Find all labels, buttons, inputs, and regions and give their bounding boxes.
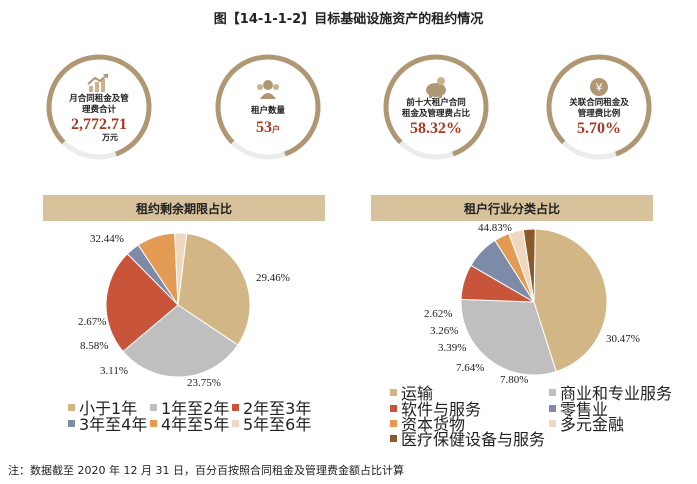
kpi-value: 2,772.71: [71, 115, 127, 133]
legend-label: 商业和专业服务: [560, 384, 673, 403]
pie1-slice-6: [522, 228, 536, 303]
legend-swatch: [68, 419, 75, 427]
kpi-related-share: ¥ 关联合同租金及 管理费比例 5.70%: [544, 52, 654, 162]
pie1-label-4: 3.39%: [438, 342, 467, 354]
legend-swatch: [150, 403, 157, 411]
kpi-ring-arc: [215, 54, 321, 157]
legend-swatch: [549, 419, 556, 427]
kpi-label-line: 管理费比例: [577, 109, 621, 119]
legend-item: 多元金融: [549, 411, 624, 435]
legend-swatch: [549, 404, 556, 412]
legend-swatch: [68, 403, 75, 411]
kpi-value: 58.32%: [410, 120, 462, 137]
lease-term-banner: 租约剩余期限占比: [43, 195, 325, 221]
footnote: 注：数据截至 2020 年 12 月 31 日，百分百按照合同租金及管理费金额占…: [8, 464, 404, 477]
kpi-unit: 万元: [102, 132, 118, 142]
industry-banner: 租户行业分类占比: [371, 195, 653, 221]
kpi-value: 53: [256, 118, 272, 136]
pie0-slice-2: [105, 253, 179, 353]
pie0-label-4: 8.58%: [80, 340, 109, 352]
legend-item: 医疗保健设备与服务: [390, 426, 545, 450]
legend-swatch: [390, 419, 397, 427]
legend-label: 小于1年: [79, 399, 138, 418]
kpi-tenant-count: 租户数量 53户: [213, 52, 323, 162]
kpi-value: 5.70%: [577, 120, 621, 137]
pie0-slice-1: [122, 304, 239, 378]
pie1-label-1: 30.47%: [606, 333, 640, 345]
kpi-label-line: 月合同租金及管: [69, 93, 129, 104]
legend-item: 3年至4年: [68, 411, 147, 435]
legend-item: 4年至5年: [150, 411, 229, 435]
legend-swatch: [232, 403, 239, 411]
legend-label: 2年至3年: [243, 399, 312, 418]
legend-item: 1年至2年: [150, 395, 229, 419]
piggy-bank-icon: [426, 77, 446, 98]
legend-item: 小于1年: [68, 395, 137, 419]
legend-label: 多元金融: [560, 415, 625, 434]
legend-swatch: [390, 434, 397, 442]
kpi-ring: [46, 54, 152, 160]
kpi-ring: [546, 54, 652, 160]
legend-label: 5年至6年: [243, 415, 312, 434]
kpi-ring: [383, 54, 489, 160]
legend-swatch: [390, 388, 397, 396]
page-title: 图【14-1-1-2】目标基础设施资产的租约情况: [213, 12, 484, 27]
kpi-label-line: 租户数量: [250, 105, 285, 116]
pie0-label-3: 3.11%: [100, 365, 129, 377]
pie0-slice-0: [177, 232, 251, 346]
legend-label: 4年至5年: [161, 415, 230, 434]
kpi-ring-arc: [383, 54, 489, 157]
legend-label: 资本货物: [401, 415, 466, 434]
legend-swatch: [232, 419, 239, 427]
people-icon: [257, 79, 279, 99]
kpi-ring: [215, 54, 321, 160]
yen-coin-icon: ¥: [590, 78, 608, 96]
pie1-label-0: 44.83%: [478, 222, 512, 234]
legend-item: 软件与服务: [390, 396, 481, 420]
legend-swatch: [390, 404, 397, 412]
kpi-unit: 户: [272, 124, 280, 134]
legend-item: 商业和专业服务: [549, 380, 672, 404]
legend-item: 资本货物: [390, 411, 465, 435]
pie0-slice-5: [174, 232, 188, 306]
legend-label: 1年至2年: [161, 399, 230, 418]
legend-label: 运输: [401, 384, 434, 403]
pie1-label-3: 7.64%: [456, 362, 485, 374]
kpi-top10-share: 前十大租户合同 租金及管理费占比 58.32%: [381, 52, 491, 162]
legend-swatch: [150, 419, 157, 427]
legend-item: 零售业: [549, 396, 608, 420]
pie1-label-6: 2.62%: [424, 308, 453, 320]
legend-item: 2年至3年: [232, 395, 311, 419]
legend-item: 5年至6年: [232, 411, 311, 435]
pie1-label-5: 3.26%: [430, 325, 459, 337]
pie0-label-0: 32.44%: [90, 233, 124, 245]
kpi-label-line: 前十大租户合同: [406, 98, 466, 108]
svg-text:¥: ¥: [596, 81, 603, 94]
legend-label: 零售业: [560, 400, 609, 419]
kpi-label-line: 关联合同租金及: [569, 98, 629, 108]
kpi-label-line: 理费合计: [81, 104, 116, 115]
pie1-slice-0: [533, 228, 608, 373]
chart-up-icon: [87, 72, 109, 92]
kpi-label-line: 租金及管理费占比: [401, 109, 470, 119]
pie0-label-2: 23.75%: [187, 377, 221, 389]
legend-label: 软件与服务: [401, 400, 482, 419]
pie1-label-2: 7.80%: [500, 374, 529, 386]
legend-label: 3年至4年: [79, 415, 148, 434]
kpi-ring-arc: [546, 54, 652, 157]
legend-swatch: [549, 388, 556, 396]
legend-label: 医疗保健设备与服务: [401, 430, 546, 449]
kpi-monthly-rent: 月合同租金及管 理费合计 2,772.71 万元: [44, 52, 154, 162]
pie1-slice-1: [460, 298, 557, 376]
legend-item: 运输: [390, 380, 433, 404]
pie0-label-1: 29.46%: [256, 272, 290, 284]
kpi-ring-arc: [46, 54, 152, 157]
pie0-label-5: 2.67%: [78, 316, 107, 328]
